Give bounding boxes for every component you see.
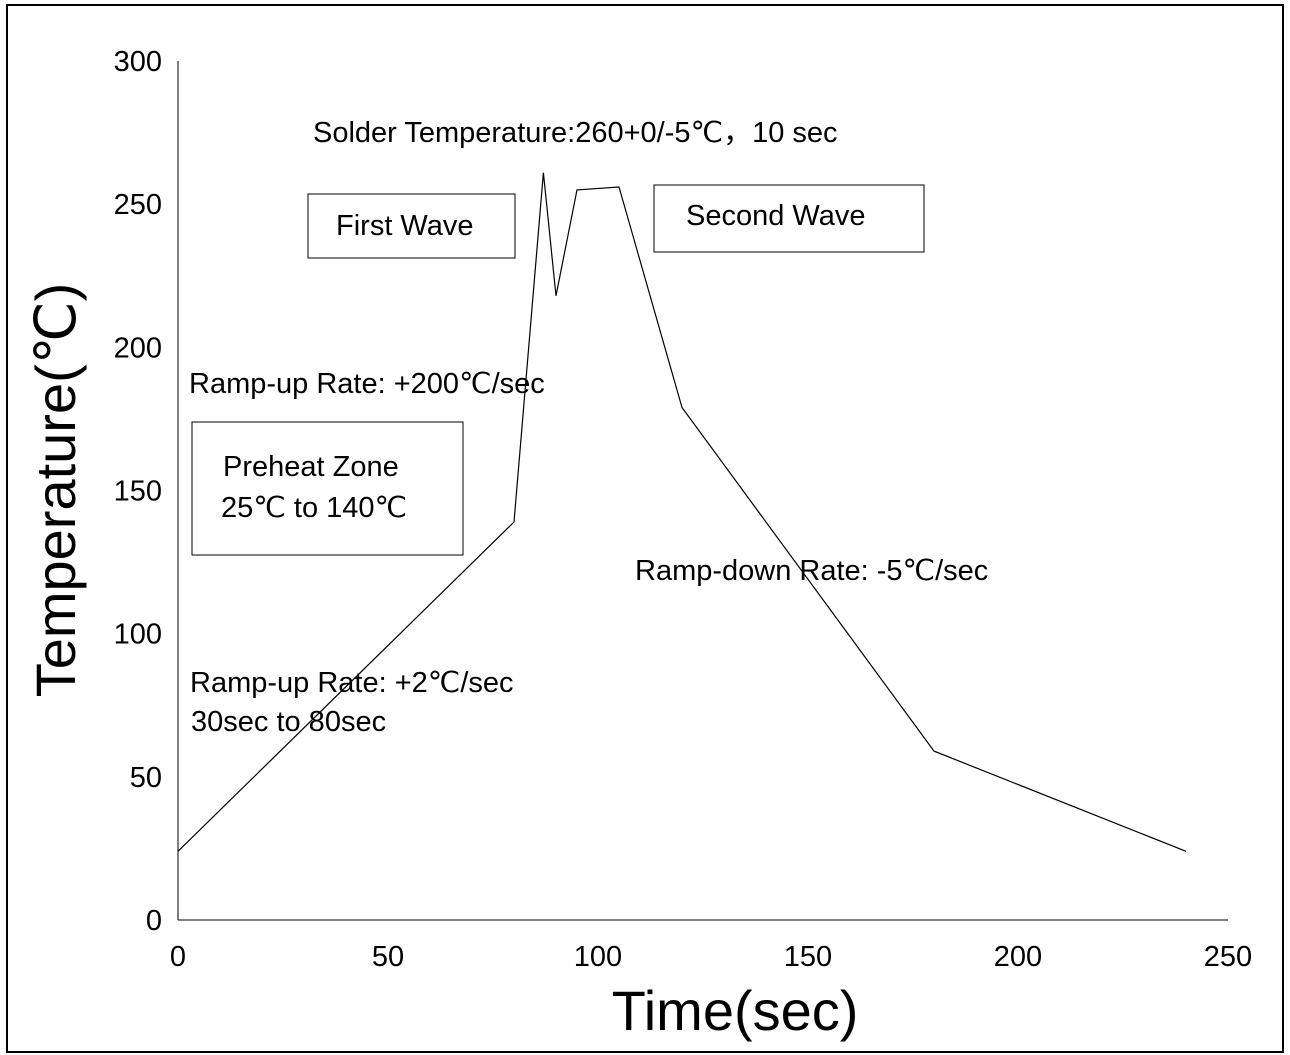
second-wave-label: Second Wave [686,200,865,232]
ramp-up-slow-label: Ramp-up Rate: +2℃/sec [190,667,514,699]
y-axis-title: Temperature(℃) [24,283,87,698]
x-tick-label: 50 [372,941,404,973]
y-tick-label: 0 [146,905,162,937]
preheat-zone-box [191,421,464,556]
x-tick-label: 250 [1204,941,1252,973]
x-tick-label: 200 [994,941,1042,973]
x-tick-label: 0 [170,941,186,973]
y-tick-label: 100 [114,619,162,651]
y-tick-label: 150 [114,476,162,508]
preheat-zone-label: Preheat Zone [223,451,399,483]
ramp-up-fast-label: Ramp-up Rate: +200℃/sec [189,368,545,400]
ramp-up-duration-label: 30sec to 80sec [191,706,386,738]
x-axis-title: Time(sec) [612,979,859,1042]
x-tick-label: 100 [574,941,622,973]
first-wave-label: First Wave [336,210,473,242]
first-wave-box [307,193,516,259]
solder-temperature-label: Solder Temperature:260+0/-5℃，10 sec [313,117,838,149]
temperature-profile-line [177,172,1187,852]
y-tick-label: 250 [114,189,162,221]
y-tick-label: 300 [114,46,162,78]
ramp-down-label: Ramp-down Rate: -5℃/sec [635,555,988,587]
preheat-range-label: 25℃ to 140℃ [221,492,407,524]
second-wave-box [653,184,925,253]
y-tick-label: 50 [130,762,162,794]
x-tick-label: 150 [784,941,832,973]
chart-frame [6,4,1284,1053]
y-tick-label: 200 [114,332,162,364]
